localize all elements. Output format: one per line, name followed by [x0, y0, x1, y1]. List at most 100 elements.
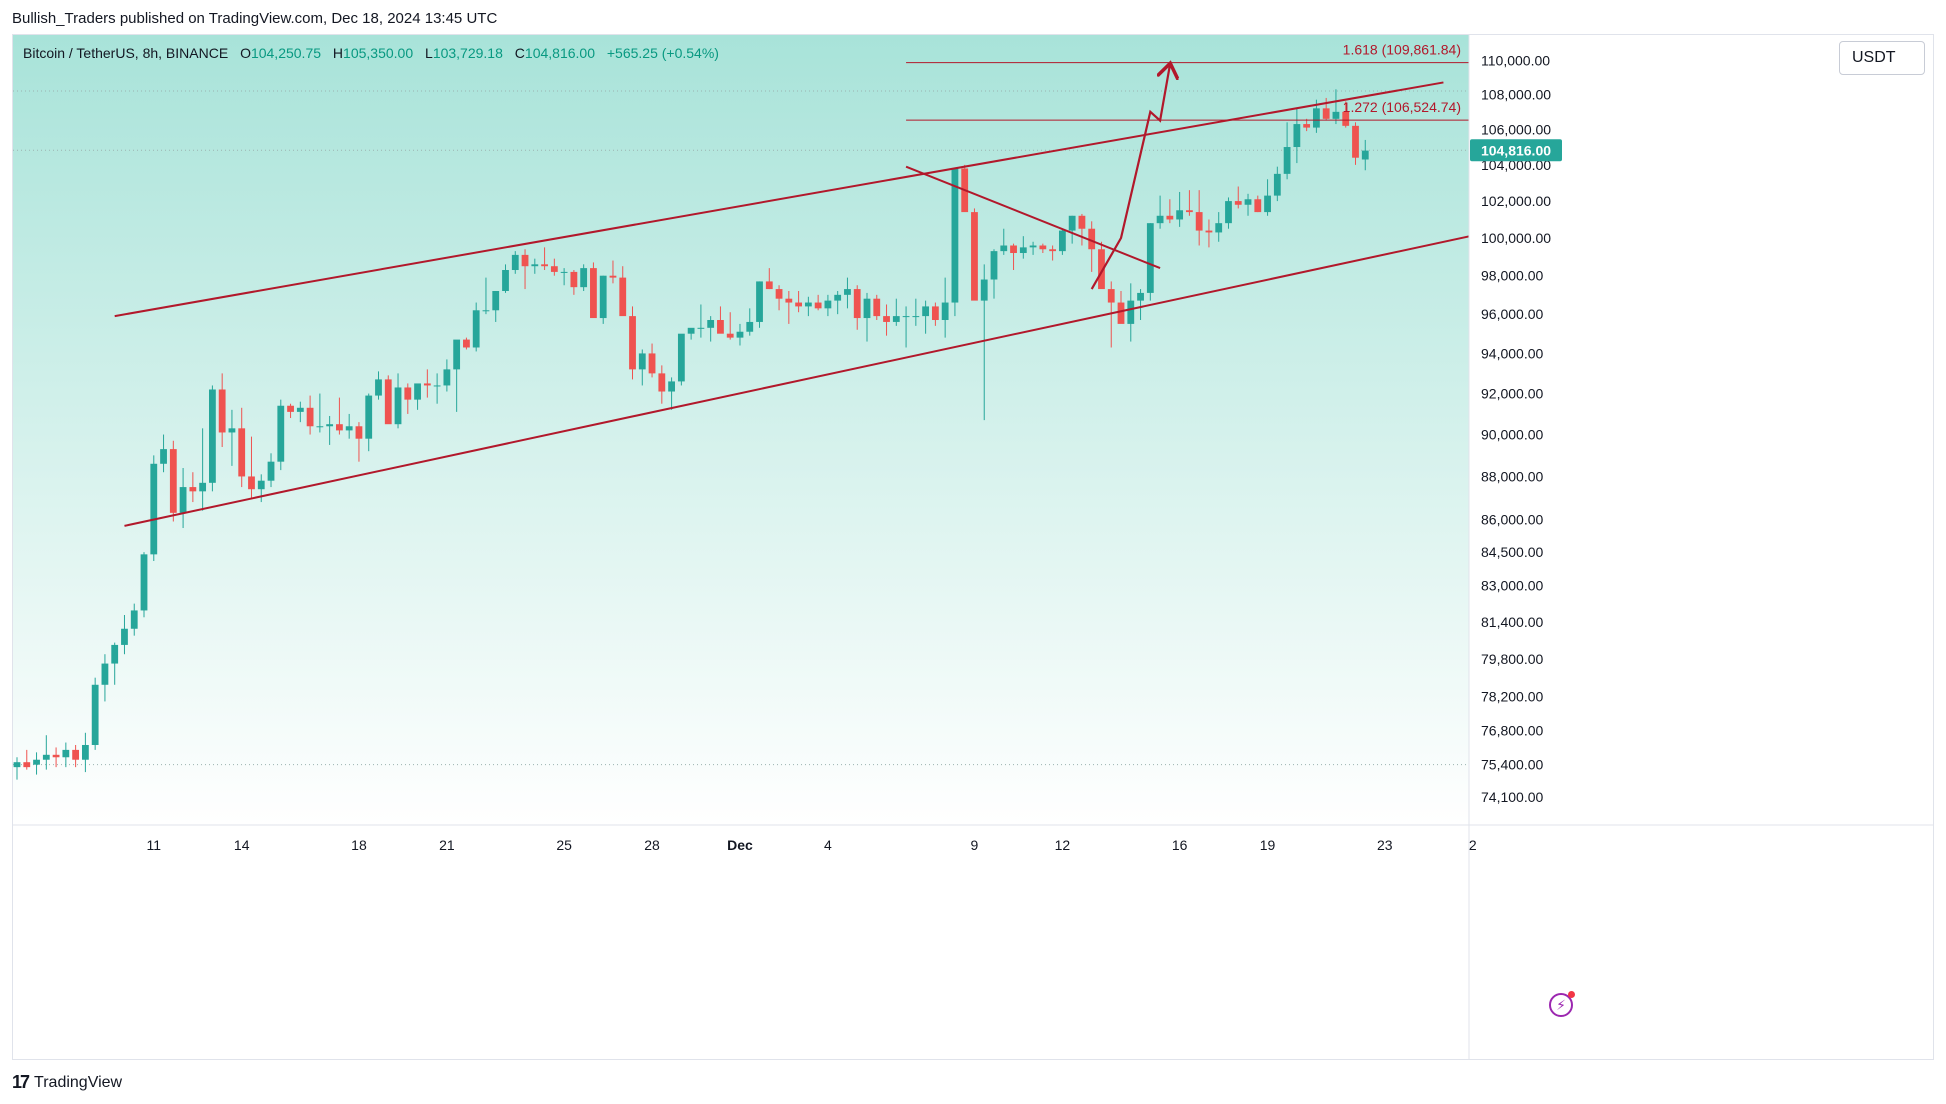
candle-body-98 — [971, 212, 978, 301]
candle-body-0 — [13, 762, 21, 768]
last-price-label: 104,816.00 — [1481, 142, 1551, 158]
candle-body-19 — [199, 482, 207, 492]
candle-body-125 — [1234, 201, 1242, 205]
legend-low-label: L — [425, 45, 433, 61]
candle-body-12 — [130, 610, 138, 629]
candle-body-4 — [52, 754, 60, 758]
candle-body-88 — [873, 298, 881, 317]
x-tick-label-6: Dec — [727, 837, 753, 853]
lightning-icon[interactable]: ⚡ — [1549, 991, 1575, 1017]
candle-body-18 — [189, 487, 197, 492]
plot-background — [13, 35, 1469, 825]
candle-body-136 — [1342, 111, 1350, 126]
x-tick-label-0: 11 — [147, 837, 162, 853]
candle-body-79 — [785, 298, 793, 303]
y-tick-label-20: 74,100.00 — [1481, 789, 1543, 805]
candle-body-57 — [570, 271, 578, 288]
candle-body-120 — [1186, 210, 1193, 213]
currency-button[interactable]: USDT — [1839, 41, 1925, 75]
y-tick-label-6: 98,000.00 — [1481, 268, 1543, 284]
channel-lower-line — [124, 235, 1469, 527]
candle-body-119 — [1176, 210, 1184, 220]
candle-body-17 — [179, 487, 187, 513]
y-tick-label-18: 76,800.00 — [1481, 722, 1543, 738]
candle-body-135 — [1332, 111, 1340, 119]
lightning-glyph: ⚡ — [1556, 997, 1566, 1013]
candle-body-134 — [1322, 108, 1330, 119]
y-tick-label-8: 94,000.00 — [1481, 345, 1543, 361]
chart-frame[interactable]: 1.618 (109,861.84) 1.272 (106,524.74) 110… — [12, 34, 1934, 1060]
candle-body-111 — [1098, 249, 1105, 290]
candle-body-7 — [81, 744, 89, 760]
candle-body-59 — [590, 268, 597, 319]
y-tick-label-19: 75,400.00 — [1481, 757, 1543, 773]
candle-body-128 — [1264, 195, 1271, 213]
candle-body-112 — [1107, 289, 1115, 303]
candle-body-56 — [560, 271, 568, 273]
channel-upper-line — [114, 81, 1444, 318]
projection-arrow — [1090, 65, 1170, 290]
candle-body-43 — [433, 385, 441, 387]
candle-body-122 — [1205, 230, 1213, 233]
candle-body-15 — [160, 449, 167, 464]
candle-body-28 — [287, 405, 294, 412]
candle-body-41 — [414, 383, 421, 400]
candle-body-81 — [804, 302, 812, 307]
legend-high: 105,350.00 — [343, 45, 414, 61]
descending-trendline — [905, 165, 1161, 270]
candle-body-39 — [394, 387, 402, 425]
legend-low: 103,729.18 — [432, 45, 503, 61]
legend-open-label: O — [240, 45, 251, 61]
candle-body-10 — [111, 644, 119, 664]
candle-body-127 — [1254, 199, 1262, 213]
candle-body-87 — [863, 298, 871, 319]
candle-body-132 — [1303, 124, 1311, 128]
y-tick-label-5: 100,000.00 — [1481, 230, 1551, 246]
candle-body-78 — [775, 289, 783, 299]
candle-body-101 — [1000, 245, 1008, 252]
x-tick-label-8: 9 — [971, 837, 979, 853]
footer-brand: TradingView — [34, 1073, 123, 1091]
candle-body-24 — [248, 476, 255, 490]
candle-body-71 — [707, 320, 715, 328]
candle-body-109 — [1078, 215, 1086, 229]
candle-body-53 — [531, 264, 539, 267]
candle-body-94 — [931, 306, 939, 321]
candle-body-85 — [844, 289, 851, 295]
x-tick-label-10: 16 — [1172, 837, 1188, 853]
legend-close-label: C — [514, 45, 525, 61]
candle-body-104 — [1029, 245, 1037, 248]
price-chart[interactable]: 1.618 (109,861.84) 1.272 (106,524.74) 110… — [13, 35, 1933, 1059]
candle-body-116 — [1146, 223, 1154, 293]
candle-body-49 — [492, 290, 500, 311]
candle-body-37 — [375, 379, 382, 396]
candle-body-91 — [902, 316, 910, 318]
candle-body-26 — [267, 461, 275, 481]
candle-body-95 — [941, 302, 949, 321]
y-tick-label-16: 79,800.00 — [1481, 651, 1543, 667]
candle-body-60 — [599, 275, 607, 319]
candle-body-102 — [1010, 245, 1017, 254]
candle-body-75 — [746, 321, 754, 332]
candle-body-82 — [814, 302, 822, 309]
candle-body-126 — [1244, 199, 1252, 205]
footer-branding[interactable]: 17 TradingView — [12, 1072, 122, 1093]
candle-body-114 — [1127, 300, 1135, 324]
candle-body-62 — [619, 277, 627, 317]
candle-body-67 — [668, 381, 675, 392]
candle-body-86 — [853, 289, 861, 319]
candle-body-25 — [257, 480, 265, 490]
candle-body-70 — [697, 327, 705, 329]
candle-body-66 — [658, 373, 666, 392]
candle-body-72 — [717, 320, 724, 334]
candle-body-22 — [228, 428, 236, 433]
candle-body-115 — [1137, 292, 1144, 301]
candle-body-31 — [316, 426, 324, 428]
candle-body-51 — [511, 254, 519, 271]
candle-body-27 — [277, 405, 285, 462]
candle-body-11 — [121, 628, 128, 645]
candle-body-33 — [336, 424, 343, 431]
candle-body-40 — [404, 387, 412, 400]
y-tick-label-15: 81,400.00 — [1481, 614, 1543, 630]
candle-body-106 — [1049, 249, 1057, 252]
